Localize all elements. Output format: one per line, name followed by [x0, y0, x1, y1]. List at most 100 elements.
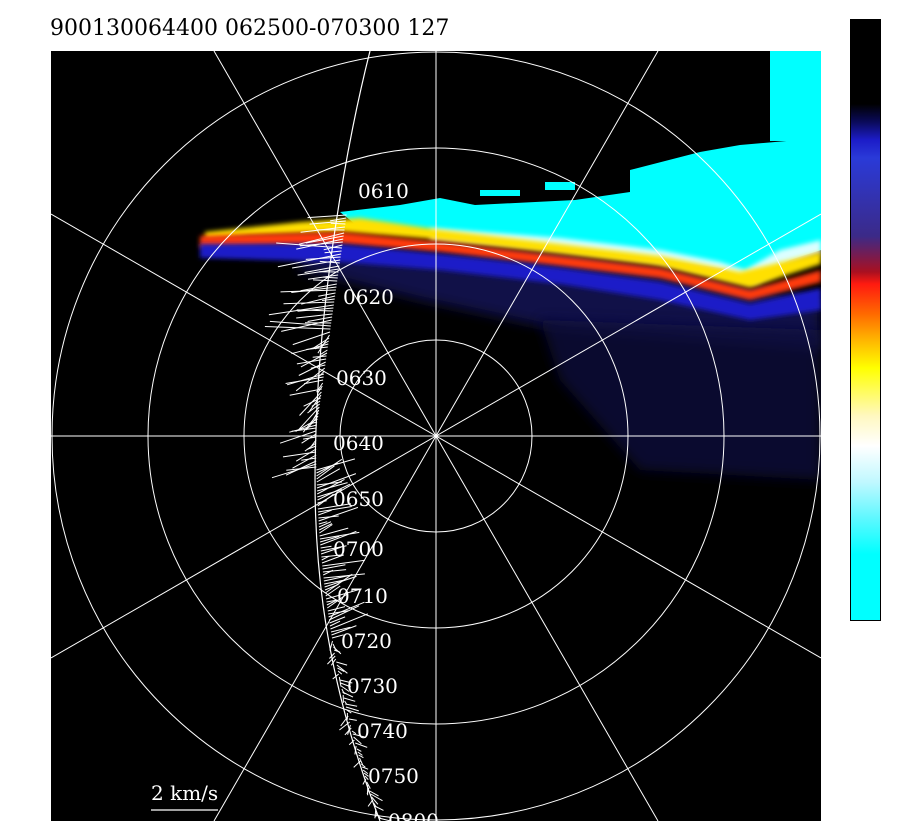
velocity-vector: [312, 279, 338, 282]
velocity-vector: [330, 626, 351, 633]
velocity-vector: [344, 727, 352, 736]
velocity-vector: [269, 320, 331, 327]
velocity-vector: [304, 442, 317, 452]
velocity-vector: [320, 546, 342, 555]
velocity-vector: [327, 655, 336, 665]
time-label: 0610: [358, 179, 409, 203]
velocity-vector: [345, 706, 359, 712]
velocity-vector: [353, 736, 362, 745]
velocity-vector: [317, 503, 351, 510]
grid-spoke: [51, 213, 821, 659]
velocity-vector: [318, 521, 328, 525]
velocity-vector: [348, 739, 355, 746]
velocity-vector: [360, 763, 366, 768]
velocity-vector: [336, 664, 348, 674]
velocity-vector: [345, 703, 358, 707]
velocity-vector: [285, 376, 324, 384]
velocity-vector: [298, 406, 320, 430]
velocity-vector: [364, 775, 369, 780]
velocity-vector: [343, 697, 356, 702]
velocity-vector: [357, 751, 363, 756]
velocity-vector: [318, 523, 333, 531]
velocity-vector: [323, 573, 365, 579]
velocity-vector: [321, 554, 344, 564]
velocity-vector: [355, 742, 368, 748]
velocity-vector: [330, 217, 347, 222]
velocity-vector: [328, 601, 365, 618]
velocity-vector: [322, 298, 335, 301]
velocity-vector: [311, 400, 321, 407]
velocity-vector: [344, 700, 348, 705]
velocity-vector: [264, 326, 331, 330]
velocity-vector: [317, 493, 334, 507]
velocity-vector: [358, 754, 364, 759]
velocity-vector: [296, 313, 333, 319]
velocity-vector: [316, 465, 335, 480]
velocity-vector: [310, 364, 326, 369]
velocity-vector: [316, 382, 324, 393]
velocity-vector: [337, 670, 343, 675]
velocity-vector: [375, 811, 378, 817]
velocity-vector: [307, 316, 333, 322]
velocity-vector: [277, 253, 342, 268]
velocity-vector: [306, 346, 328, 350]
velocity-vector: [296, 309, 334, 312]
velocity-vector: [324, 575, 357, 588]
velocity-vector: [374, 808, 377, 819]
velocity-vector: [283, 301, 335, 305]
velocity-vector: [286, 373, 325, 386]
velocity-vector: [362, 769, 369, 774]
velocity-vector: [295, 448, 317, 462]
velocity-vector: [319, 531, 360, 540]
velocity-vector: [321, 554, 343, 558]
velocity-vector: [316, 458, 343, 477]
time-label: 0710: [337, 584, 388, 608]
velocity-vector: [321, 555, 330, 561]
velocity-vector: [319, 260, 340, 264]
velocity-vector: [320, 530, 357, 546]
velocity-vector: [330, 658, 337, 666]
velocity-vector: [356, 748, 362, 752]
velocity-vectors: [264, 214, 393, 821]
velocity-vector: [297, 268, 339, 276]
velocity-vector: [289, 388, 322, 396]
velocity-vector: [305, 235, 344, 244]
velocity-vector: [328, 610, 349, 615]
velocity-vector: [282, 451, 317, 458]
velocity-vector: [322, 569, 334, 576]
velocity-vector: [331, 625, 357, 636]
velocity-vector: [303, 436, 317, 440]
velocity-vector: [292, 454, 317, 469]
time-label: 0630: [336, 366, 387, 390]
velocity-vector: [315, 340, 329, 350]
velocity-vector: [340, 715, 349, 727]
velocity-vector: [292, 331, 331, 346]
velocity-vector: [327, 606, 346, 612]
velocity-vector: [312, 337, 330, 349]
velocity-vector: [339, 679, 353, 684]
velocity-vector: [286, 466, 317, 471]
velocity-vector: [329, 620, 341, 627]
velocity-vector: [308, 394, 322, 412]
velocity-vector: [324, 250, 342, 254]
velocity-vector: [363, 772, 369, 777]
saturated-region: [340, 51, 821, 280]
velocity-vector: [371, 796, 379, 805]
velocity-vector: [330, 222, 346, 225]
velocity-vector: [322, 559, 366, 567]
velocity-vector: [322, 569, 347, 573]
velocity-vector: [325, 588, 362, 600]
velocity-vector: [354, 745, 357, 755]
velocity-vector: [348, 718, 357, 721]
velocity-vector: [304, 265, 340, 273]
velocity-vector: [333, 646, 342, 655]
velocity-vector: [279, 430, 317, 444]
velocity-vector: [309, 220, 346, 225]
velocity-vector: [326, 599, 338, 606]
velocity-vector: [340, 682, 351, 688]
time-label: 0620: [343, 285, 394, 309]
velocity-vector: [316, 478, 345, 495]
velocity-vector: [319, 527, 349, 537]
velocity-vector: [303, 397, 321, 407]
